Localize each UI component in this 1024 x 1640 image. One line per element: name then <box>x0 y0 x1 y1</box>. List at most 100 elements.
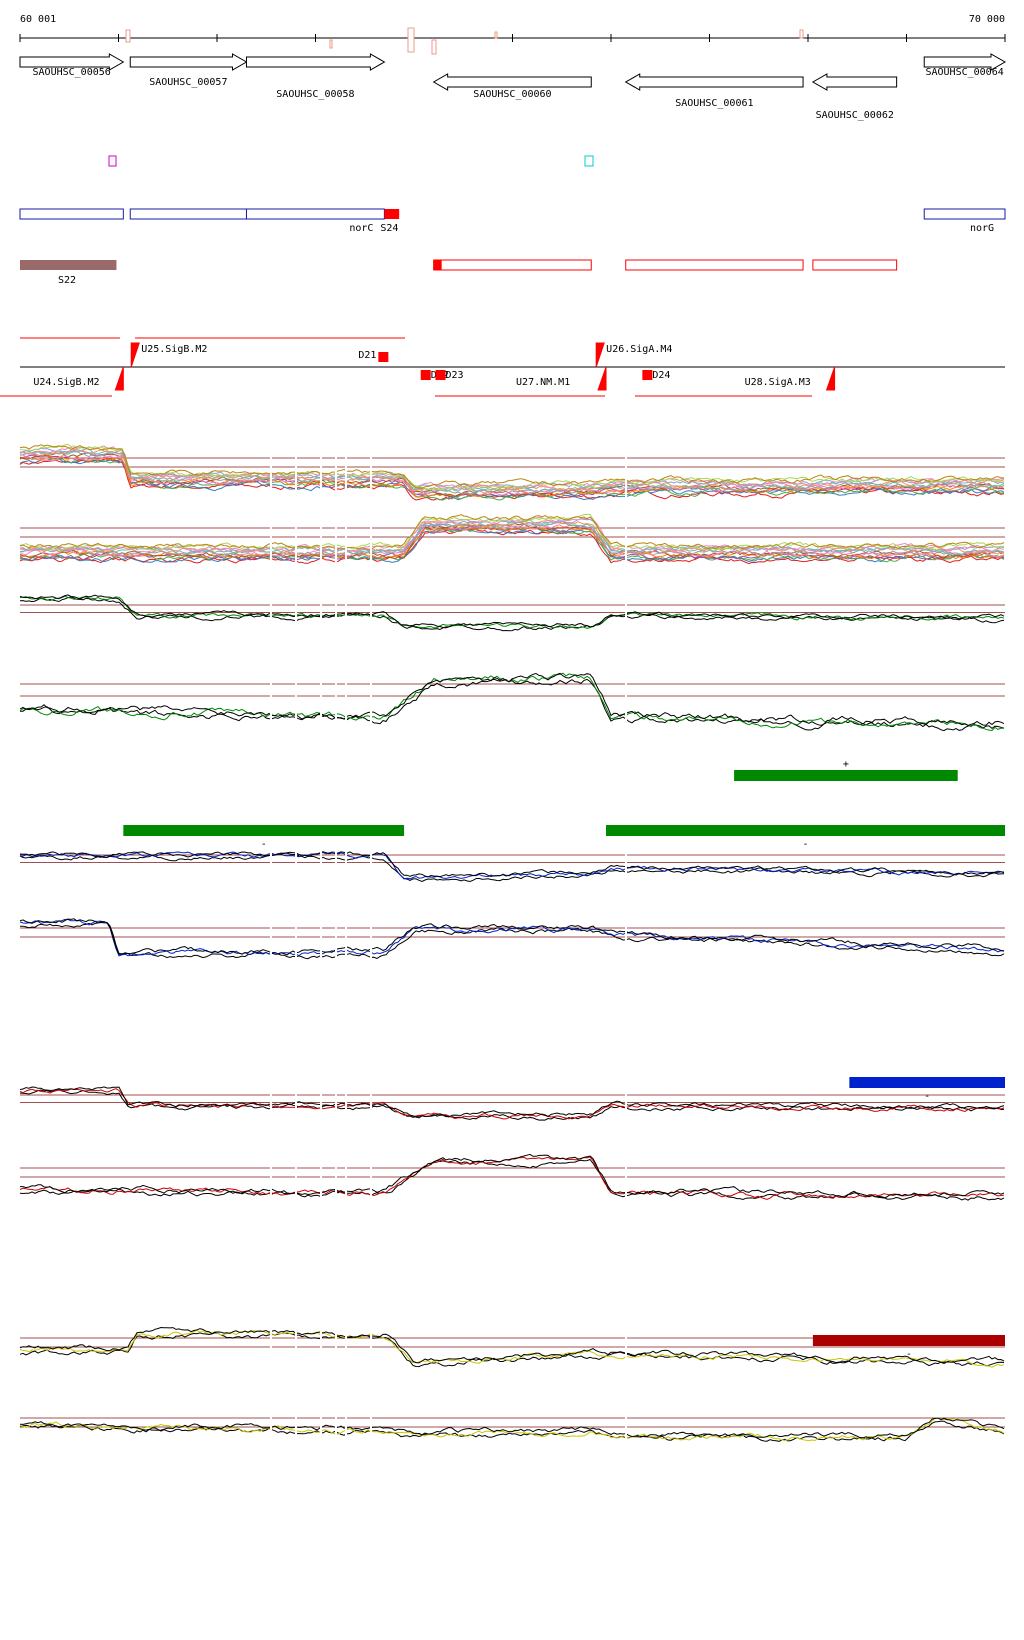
trace-gap <box>370 656 372 744</box>
trace-gap <box>320 1316 322 1384</box>
gene-track: SAOUHSC_00056 SAOUHSC_00057 SAOUHSC_00058 S… <box>19 27 1007 121</box>
scale-marker <box>329 39 333 49</box>
expression-trace <box>19 852 1005 883</box>
expression-bar <box>123 825 405 836</box>
expression-trace <box>20 678 1005 732</box>
expression-trace <box>19 518 1005 555</box>
trace-gap <box>320 586 322 644</box>
bar-strand-label: - <box>803 839 809 850</box>
trace-gap <box>625 1396 627 1464</box>
trace-gap <box>270 1316 272 1384</box>
gene-label: SAOUHSC_00064 <box>925 67 1003 78</box>
gene-arrow <box>624 73 804 91</box>
bar-strand-label: - <box>261 839 267 850</box>
blue-feature-box <box>129 208 247 220</box>
expression-trace <box>19 1088 1005 1120</box>
expression-bar <box>812 1335 1005 1346</box>
scale-marker <box>799 29 804 39</box>
scale-marker <box>125 29 131 43</box>
trace-gap <box>345 656 347 744</box>
promoter-label: U25.SigB.M2 <box>141 344 207 355</box>
blue-feature-box <box>19 208 124 220</box>
promoter-flag <box>825 366 836 391</box>
expression-trace <box>19 457 1005 501</box>
trace-gap <box>295 836 297 894</box>
promoter-label: U28.SigA.M3 <box>745 377 811 388</box>
trace-gap <box>295 1316 297 1384</box>
scale-marker <box>494 31 498 39</box>
promoter-label: U26.SigA.M4 <box>606 344 672 355</box>
gene-arrow <box>245 53 386 71</box>
trace-gap <box>335 506 337 574</box>
expression-trace <box>19 456 1005 501</box>
trace-gap <box>625 436 627 504</box>
trace-gap <box>295 586 297 644</box>
expression-trace <box>19 1417 1005 1439</box>
promoter-flag <box>114 366 124 391</box>
expression-trace <box>20 1153 1005 1199</box>
promoter-label: U24.SigB.M2 <box>33 377 99 388</box>
trace-gap <box>335 1396 337 1464</box>
feature-tracks: norC norG S24 S22 <box>19 155 1006 286</box>
terminator-mark <box>642 370 653 380</box>
gene-label: SAOUHSC_00061 <box>675 98 753 109</box>
scale-end-label: 70 000 <box>969 14 1005 25</box>
promoter-label: D21 <box>358 350 376 361</box>
expression-trace <box>19 1326 1005 1364</box>
magenta-marker <box>108 155 117 167</box>
expression-bars: + - - - - <box>123 759 1005 1360</box>
expression-trace <box>19 918 1004 957</box>
promoter-flag <box>130 342 140 368</box>
expression-trace <box>19 523 1005 558</box>
s22-feature <box>20 260 117 270</box>
expression-trace <box>19 595 1005 629</box>
expression-trace <box>19 851 1005 878</box>
trace-gap <box>345 1146 347 1214</box>
gene-label: SAOUHSC_00062 <box>816 110 894 121</box>
trace-gap <box>625 836 627 894</box>
trace-gap <box>320 836 322 894</box>
expression-trace <box>19 1086 1005 1119</box>
trace-gap <box>335 656 337 744</box>
trace-gap <box>295 1146 297 1214</box>
trace-gap <box>270 836 272 894</box>
trace-gap <box>270 1146 272 1214</box>
trace-gap <box>345 836 347 894</box>
gene-arrow <box>432 73 592 91</box>
expression-trace <box>19 514 1005 550</box>
trace-gap <box>625 906 627 974</box>
gene-arrow <box>19 53 125 71</box>
trace-gap <box>320 436 322 504</box>
trace-gap <box>370 1316 372 1384</box>
gene-label: SAOUHSC_00057 <box>149 77 227 88</box>
expression-trace <box>19 519 1005 556</box>
expression-bar <box>606 825 1005 836</box>
trace-gap <box>335 906 337 974</box>
trace-gap <box>370 506 372 574</box>
coordinate-scale: 60 001 70 000 <box>19 14 1006 42</box>
trace-gap <box>370 1146 372 1214</box>
terminator-mark <box>435 370 446 380</box>
trace-gap <box>345 586 347 644</box>
trace-gap <box>345 1396 347 1464</box>
red-feature-label: S24 <box>380 223 398 234</box>
trace-gap <box>295 656 297 744</box>
expression-trace <box>19 444 1004 489</box>
gene-label: SAOUHSC_00060 <box>473 89 551 100</box>
promoter-label: U27.NM.M1 <box>516 377 570 388</box>
expression-trace <box>19 516 1005 553</box>
trace-gap <box>370 1076 372 1134</box>
trace-gap <box>625 1146 627 1214</box>
gene-arrow <box>923 53 1007 71</box>
expression-trace <box>19 1417 1005 1442</box>
expression-traces <box>19 436 1005 1464</box>
trace-gap <box>625 1316 627 1384</box>
blue-feature-label: norC <box>349 223 373 234</box>
red-feature-box <box>812 259 898 271</box>
trace-gap <box>295 1076 297 1134</box>
trace-gap <box>270 906 272 974</box>
trace-gap <box>345 906 347 974</box>
expression-bar <box>849 1077 1005 1088</box>
trace-gap <box>270 656 272 744</box>
